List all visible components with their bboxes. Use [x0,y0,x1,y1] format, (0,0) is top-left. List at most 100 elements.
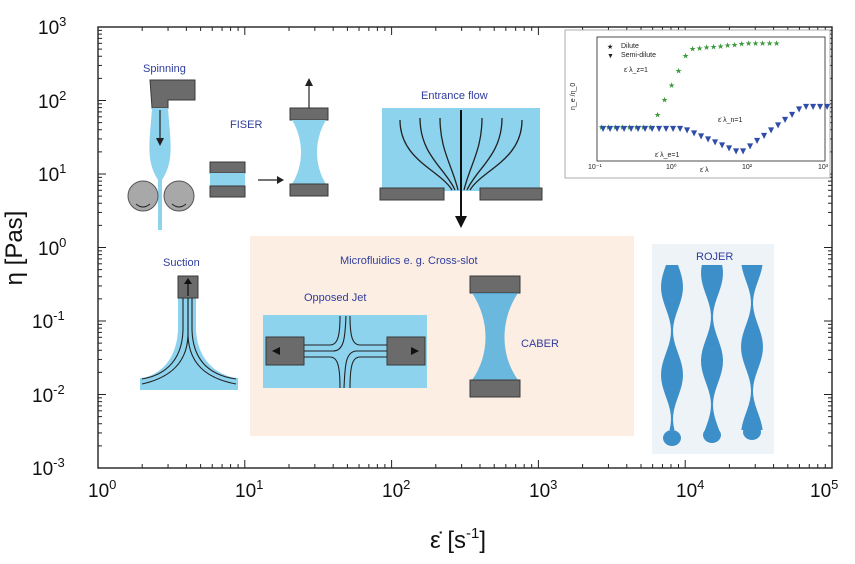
inset-semidilute-point: ▼ [684,126,691,135]
inset-semidilute-point: ▼ [656,124,663,133]
y-tick-label: 101 [38,161,66,186]
inset-semidilute-point: ▼ [712,137,719,146]
inset-semidilute-point: ▼ [705,135,712,144]
arrow-head-icon [305,78,313,86]
inset-dilute-point: ★ [696,44,703,53]
inset-series: ★ ★ ★ ★ ★ ★ ★ ★★★★★★★ ★ ★ ★ ★ ★ ★ ★ ★ ★ ★ ★ ★▼ ▼ ▼ ▼ ▼ ▼ ▼ ▼ ▼ ▼ ▼ ▼ ▼ ▼… [598,39,831,156]
inset-dilute-point: ★ [682,52,689,61]
inset-dilute-point: ★ [773,39,780,48]
inset-semidilute-point: ▼ [719,140,726,149]
x-tick-label: 102 [382,477,410,502]
inset-dilute-point: ★ [738,40,745,49]
inset-x-tick: 10³ [818,164,829,171]
roller-left-icon [127,180,159,212]
inset-legend-dilute: Dilute [621,43,639,50]
y-tick-label: 10-3 [32,455,65,480]
x-tick-label: 104 [676,477,704,502]
inset-x-tick: 10² [742,164,753,171]
rojer-droplet [703,427,721,443]
rotation-arrow-icon [135,203,151,208]
inset-legend-semidilute: Semi-dilute [621,52,656,59]
inset-dilute-point: ★ [752,39,759,48]
inset-semidilute-point: ▼ [761,131,768,140]
inset-semidilute-point: ▼ [747,141,754,150]
inset-semidilute-point: ▼ [768,126,775,135]
inset-semidilute-point: ▼ [649,124,656,133]
y-tick-label: 10-2 [32,382,65,407]
y-axis-label: η [Pas] [1,211,28,286]
entrance-flow-diagram: Entrance flow [379,90,543,228]
inset-x-tick: 10⁻¹ [588,164,602,171]
inset-semidilute-point: ▼ [670,124,677,133]
y-tick-labels: 103 102 101 100 10-1 10-2 10-3 [32,14,66,480]
inset-dilute-point: ★ [745,39,752,48]
rojer-label: ROJER [696,251,733,263]
x-tick-label: 103 [529,477,557,502]
inset-semidilute-point: ▼ [726,143,733,152]
plate-bottom [209,185,246,198]
plate-top [289,107,329,121]
fluid-sample [210,173,245,186]
inset-semidilute-point: ▼ [810,102,817,111]
axis-ticks [97,27,832,469]
inset-x-label: ε̇ λ [700,167,709,174]
x-tick-label: 101 [235,477,263,502]
inset-semidilute-point: ▼ [600,124,607,133]
rojer-droplet [743,424,761,440]
inset-semidilute-point: ▼ [628,124,635,133]
inset-annotation-semi1: ε̇ λ_e=1 [655,152,679,159]
caber-diagram: CABER [469,275,559,398]
y-tick-label: 100 [38,235,66,260]
wall-right [479,187,543,201]
inset-dilute-point: ★ [619,123,626,132]
opposed-jet-label: Opposed Jet [304,292,366,304]
arrow-head-icon [272,347,280,355]
fiser-diagram: FISER [209,78,329,198]
inset-semidilute-point: ▼ [607,124,614,133]
y-tick-label: 103 [38,14,66,39]
inset-dilute-point: ★ [731,40,738,49]
fluid-filament [292,120,326,184]
inset-dilute-point: ★ [689,45,696,54]
inset-dilute-point: ★ [710,43,717,52]
y-tick-label: 102 [38,88,66,113]
x-tick-labels: 100 101 102 103 104 105 [88,477,838,502]
inset-frame [596,36,826,162]
spinning-diagram: Spinning [127,63,196,230]
svg-text:▼: ▼ [607,53,614,60]
inset-dilute-point: ★ [759,39,766,48]
rojer-jet [741,265,763,430]
inset-semidilute-point: ▼ [775,120,782,129]
inset-semidilute-point: ▼ [782,115,789,124]
rojer-droplet [663,430,681,446]
caber-label: CABER [521,338,559,350]
rojer-diagram: ROJER [652,244,774,454]
arrow-head-icon [156,138,164,146]
inset-semidilute-point: ▼ [691,129,698,138]
inset-dilute-point: ★ [703,43,710,52]
x-axis-label: ε̇ [s-1] [430,525,486,554]
inset-dilute-point: ★ [654,110,661,119]
inset-semidilute-point: ▼ [663,124,670,133]
inset-semidilute-point: ▼ [803,102,810,111]
inset-dilute-point: ★ [598,123,605,132]
plate-top [209,161,246,174]
inset-semidilute-point: ▼ [754,136,761,145]
microfluidics-label: Microfluidics e. g. Cross-slot [340,255,478,267]
inset-semidilute-point: ▼ [698,132,705,141]
inset-dilute-point: ★ [640,123,647,132]
inset-semidilute-point: ▼ [740,147,747,156]
plate-bottom [289,183,329,197]
x-tick-label: 105 [810,477,838,502]
fiber-stream [149,108,171,230]
nozzle-left [265,336,305,366]
inset-plot: Dilute Semi-dilute ★ ▼ ★ ★ ★ ★ ★ ★ ★ ★★★★★★★ ★ ★ ★… [564,29,831,179]
inset-dilute-point: ★ [612,123,619,132]
roller-right-icon [163,180,195,212]
spinning-label: Spinning [143,63,186,75]
entrance-flow-label: Entrance flow [421,90,488,102]
inset-semidilute-point: ▼ [824,102,831,111]
inset-dilute-point: ★ [605,123,612,132]
arrow-head-icon [455,216,467,228]
